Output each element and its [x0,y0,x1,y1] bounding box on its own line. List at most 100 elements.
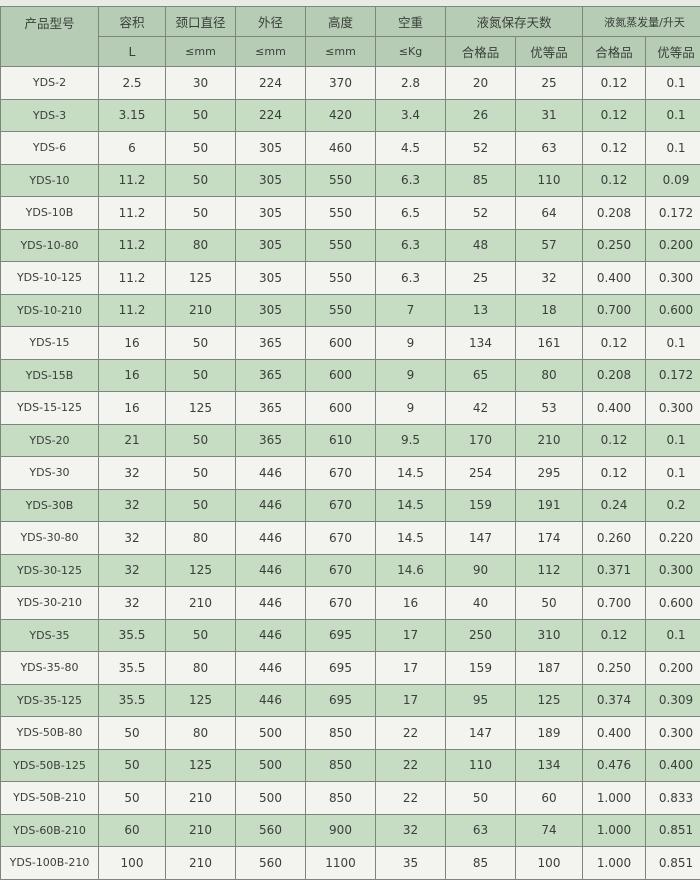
cell-outer: 560 [235,813,306,847]
cell-neck: 125 [165,553,236,587]
cell-model: YDS-30-125 [0,553,99,587]
table-row: YDS-3 3.15 50 224 420 3.4 26 31 0.12 0.1 [0,98,700,132]
cell-evap-premium: 0.851 [645,846,700,880]
cell-storage-qualified: 26 [445,98,516,132]
cell-evap-premium: 0.600 [645,293,700,327]
cell-evap-qualified: 0.12 [582,456,647,490]
cell-outer: 305 [235,293,306,327]
header-evap: 液氮蒸发量/升天 [582,6,700,37]
cell-evap-qualified: 0.24 [582,488,647,522]
table-row: YDS-50B-125 50 125 500 850 22 110 134 0.476 0.400 [0,748,700,782]
cell-evap-premium: 0.300 [645,716,700,750]
cell-evap-premium: 0.1 [645,131,700,165]
cell-storage-qualified: 20 [445,66,516,100]
cell-evap-premium: 0.1 [645,98,700,132]
cell-evap-qualified: 0.700 [582,293,647,327]
cell-storage-premium: 53 [514,391,584,425]
cell-evap-qualified: 0.12 [582,66,647,100]
cell-evap-qualified: 0.12 [582,326,647,360]
cell-storage-premium: 134 [514,748,584,782]
cell-model: YDS-10-125 [0,261,99,295]
cell-storage-qualified: 250 [445,618,516,652]
cell-volume: 32 [98,553,166,587]
table-row: YDS-10 11.2 50 305 550 6.3 85 110 0.12 0.09 [0,163,700,197]
cell-volume: 16 [98,391,166,425]
cell-volume: 11.2 [98,228,166,262]
cell-weight: 6.5 [375,196,446,230]
cell-evap-premium: 0.1 [645,423,700,457]
header-volume: 容积 [98,6,166,37]
cell-evap-premium: 0.300 [645,391,700,425]
cell-evap-qualified: 1.000 [582,781,647,815]
cell-outer: 560 [235,846,306,880]
cell-storage-premium: 174 [514,521,584,555]
cell-volume: 6 [98,131,166,165]
cell-outer: 365 [235,326,306,360]
cell-model: YDS-50B-80 [0,716,99,750]
cell-evap-qualified: 0.400 [582,391,647,425]
cell-storage-premium: 50 [514,586,584,620]
cell-weight: 9 [375,391,446,425]
cell-storage-premium: 161 [514,326,584,360]
cell-neck: 50 [165,196,236,230]
cell-evap-qualified: 0.700 [582,586,647,620]
cell-storage-premium: 189 [514,716,584,750]
cell-volume: 50 [98,716,166,750]
cell-storage-premium: 64 [514,196,584,230]
cell-storage-qualified: 25 [445,261,516,295]
cell-model: YDS-30-210 [0,586,99,620]
cell-neck: 210 [165,781,236,815]
cell-model: YDS-10 [0,163,99,197]
evap-premium: 优等品 [645,36,700,67]
cell-storage-premium: 18 [514,293,584,327]
cell-model: YDS-15 [0,326,99,360]
cell-model: YDS-10B [0,196,99,230]
header-outer: 外径 [235,6,306,37]
table-row: YDS-30-210 32 210 446 670 16 40 50 0.700 0.600 [0,586,700,620]
storage-qualified: 合格品 [445,36,516,67]
cell-evap-premium: 0.300 [645,553,700,587]
cell-weight: 22 [375,781,446,815]
cell-storage-premium: 63 [514,131,584,165]
cell-height: 695 [305,651,376,685]
cell-storage-premium: 100 [514,846,584,880]
table-row: YDS-30 32 50 446 670 14.5 254 295 0.12 0.1 [0,456,700,490]
cell-evap-premium: 0.400 [645,748,700,782]
unit-outer: ≤mm [235,36,306,67]
cell-outer: 305 [235,261,306,295]
cell-outer: 446 [235,456,306,490]
cell-weight: 2.8 [375,66,446,100]
evap-qualified: 合格品 [582,36,647,67]
cell-storage-premium: 191 [514,488,584,522]
cell-weight: 32 [375,813,446,847]
cell-outer: 500 [235,716,306,750]
cell-evap-qualified: 0.374 [582,683,647,717]
cell-weight: 35 [375,846,446,880]
cell-weight: 6.3 [375,228,446,262]
cell-evap-premium: 0.300 [645,261,700,295]
cell-weight: 6.3 [375,163,446,197]
cell-storage-qualified: 65 [445,358,516,392]
table-row: YDS-35-125 35.5 125 446 695 17 95 125 0.374 0.309 [0,683,700,717]
table-row: YDS-60B-210 60 210 560 900 32 63 74 1.000 0.851 [0,813,700,847]
table-row: YDS-30-125 32 125 446 670 14.6 90 112 0.371 0.300 [0,553,700,587]
cell-neck: 210 [165,586,236,620]
cell-volume: 35.5 [98,683,166,717]
table-row: YDS-50B-80 50 80 500 850 22 147 189 0.400 0.300 [0,716,700,750]
cell-height: 850 [305,781,376,815]
cell-evap-qualified: 1.000 [582,813,647,847]
cell-volume: 50 [98,748,166,782]
cell-height: 550 [305,196,376,230]
cell-storage-qualified: 95 [445,683,516,717]
cell-height: 550 [305,293,376,327]
cell-volume: 100 [98,846,166,880]
cell-evap-premium: 0.1 [645,66,700,100]
cell-model: YDS-100B-210 [0,846,99,880]
cell-model: YDS-3 [0,98,99,132]
cell-height: 600 [305,326,376,360]
cell-height: 670 [305,521,376,555]
cell-weight: 9 [375,358,446,392]
cell-storage-premium: 57 [514,228,584,262]
cell-volume: 16 [98,358,166,392]
cell-storage-premium: 32 [514,261,584,295]
